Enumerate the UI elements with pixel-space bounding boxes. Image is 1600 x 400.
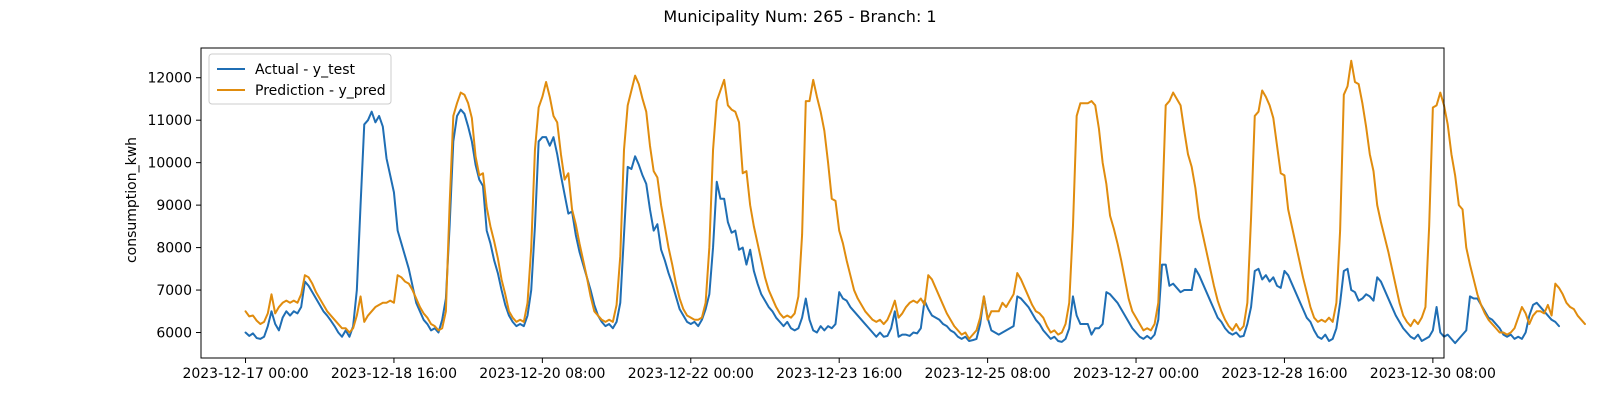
- y-tick-label: 6000: [156, 326, 192, 342]
- y-axis-label: consumption_kwh: [124, 137, 140, 263]
- y-tick-label: 9000: [156, 198, 192, 214]
- chart-title: Municipality Num: 265 - Branch: 1: [663, 7, 936, 26]
- y-tick-label: 11000: [147, 113, 192, 129]
- y-tick-label: 12000: [147, 71, 192, 87]
- plot-area: [200, 47, 1586, 359]
- y-tick-label: 10000: [147, 156, 192, 172]
- y-tick-label: 7000: [156, 283, 192, 299]
- series-line-actual: [244, 108, 1561, 345]
- x-tick-label: 2023-12-22 00:00: [628, 366, 754, 382]
- plot-frame: [200, 47, 1445, 359]
- x-tick-label: 2023-12-28 16:00: [1221, 366, 1347, 382]
- x-tick-label: 2023-12-27 00:00: [1073, 366, 1199, 382]
- legend: Actual - y_test Prediction - y_pred: [208, 53, 392, 105]
- legend-label-actual: Actual - y_test: [255, 62, 355, 78]
- x-tick-label: 2023-12-17 00:00: [182, 366, 308, 382]
- legend-label-prediction: Prediction - y_pred: [255, 83, 386, 99]
- x-tick-label: 2023-12-20 08:00: [479, 366, 605, 382]
- y-tick-label: 8000: [156, 241, 192, 257]
- legend-box: [208, 53, 392, 105]
- x-tick-label: 2023-12-25 08:00: [925, 366, 1051, 382]
- x-tick-label: 2023-12-23 16:00: [776, 366, 902, 382]
- y-axis: 6000 7000 8000 9000 10000 11000 12000: [147, 71, 201, 342]
- x-tick-label: 2023-12-30 08:00: [1370, 366, 1496, 382]
- x-axis: 2023-12-17 00:00 2023-12-18 16:00 2023-12-…: [182, 358, 1496, 382]
- series-line-prediction: [244, 59, 1586, 340]
- x-tick-label: 2023-12-18 16:00: [331, 366, 457, 382]
